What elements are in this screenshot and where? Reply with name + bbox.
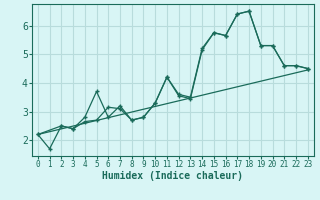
X-axis label: Humidex (Indice chaleur): Humidex (Indice chaleur)	[102, 171, 243, 181]
